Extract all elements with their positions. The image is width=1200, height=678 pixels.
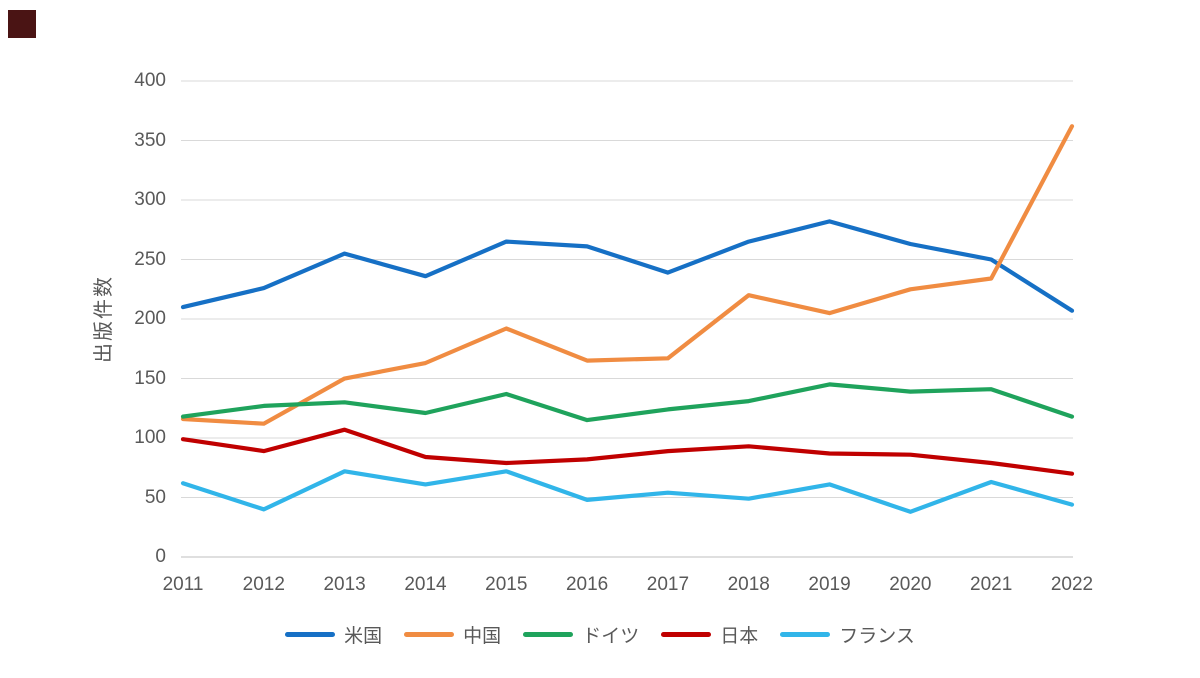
x-tick-label: 2021	[970, 574, 1013, 595]
x-tick-label: 2020	[889, 574, 932, 595]
x-tick-label: 2012	[242, 574, 285, 595]
series-line-0	[180, 219, 1075, 313]
y-tick-label: 100	[134, 427, 166, 448]
legend-label: 中国	[463, 626, 502, 647]
legend-item-1: 中国	[404, 621, 501, 648]
legend-label: 米国	[344, 626, 383, 647]
x-tick-label: 2017	[646, 574, 690, 595]
legend-label: ドイツ	[582, 626, 640, 647]
legend-swatch	[661, 632, 712, 637]
top-left-marker	[8, 10, 36, 38]
x-tick-label: 2016	[565, 574, 609, 595]
x-tick-label: 2018	[727, 574, 770, 595]
y-tick-label: 200	[134, 308, 166, 329]
x-tick-label: 2011	[162, 574, 204, 595]
legend-item-0: 米国	[285, 621, 382, 648]
series-line-3	[180, 427, 1075, 476]
y-tick-label: 400	[134, 70, 166, 91]
legend-label: 日本	[720, 626, 759, 647]
series-line-4	[180, 469, 1075, 514]
legend-label: フランス	[839, 626, 915, 647]
y-tick-label: 350	[134, 129, 166, 151]
legend-swatch	[523, 632, 574, 637]
x-tick-label: 2019	[808, 574, 851, 595]
series-line-1	[180, 124, 1075, 426]
x-tick-label: 2022	[1050, 574, 1094, 595]
legend-item-2: ドイツ	[523, 621, 639, 648]
y-tick-label: 50	[144, 486, 166, 508]
x-tick-label: 2015	[485, 574, 528, 595]
y-tick-label: 150	[134, 367, 166, 389]
y-tick-label: 250	[134, 248, 166, 270]
legend-swatch	[404, 632, 455, 637]
legend-swatch	[780, 632, 831, 637]
x-tick-label: 2014	[404, 574, 447, 595]
legend-item-3: 日本	[661, 621, 758, 648]
x-tick-label: 2013	[323, 574, 366, 595]
y-tick-label: 300	[134, 189, 166, 210]
legend-item-4: フランス	[780, 621, 915, 648]
y-tick-label: 0	[155, 546, 166, 567]
legend: 米国 中国 ドイツ 日本 フランス	[0, 621, 1200, 648]
legend-swatch	[285, 632, 336, 637]
series-line-2	[180, 382, 1075, 423]
